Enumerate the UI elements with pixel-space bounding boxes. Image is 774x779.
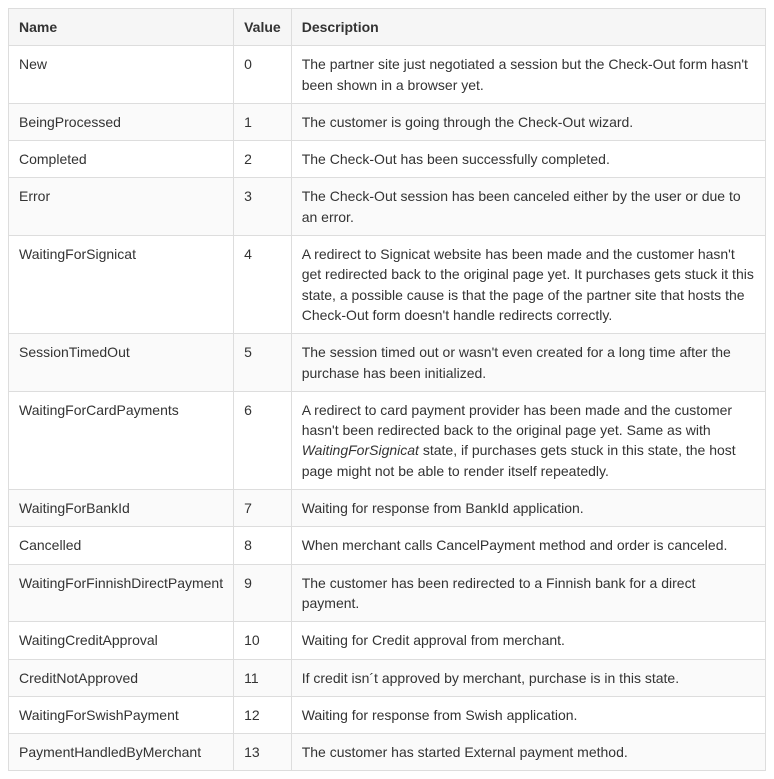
cell-name: WaitingForBankId xyxy=(9,490,234,527)
cell-value: 11 xyxy=(234,659,292,696)
cell-name: WaitingForCardPayments xyxy=(9,391,234,489)
cell-description: The customer has started External paymen… xyxy=(291,734,765,771)
cell-name: Error xyxy=(9,178,234,236)
col-header-description: Description xyxy=(291,9,765,46)
table-header-row: Name Value Description xyxy=(9,9,766,46)
table-row: BeingProcessed1The customer is going thr… xyxy=(9,103,766,140)
desc-text-em: WaitingForSignicat xyxy=(302,442,419,458)
table-row: WaitingCreditApproval10Waiting for Credi… xyxy=(9,622,766,659)
table-row: Error3The Check-Out session has been can… xyxy=(9,178,766,236)
cell-name: Cancelled xyxy=(9,527,234,564)
cell-description: Waiting for Credit approval from merchan… xyxy=(291,622,765,659)
cell-value: 10 xyxy=(234,622,292,659)
table-row: Cancelled8When merchant calls CancelPaym… xyxy=(9,527,766,564)
cell-description: Waiting for response from BankId applica… xyxy=(291,490,765,527)
cell-name: Completed xyxy=(9,141,234,178)
table-body: New0The partner site just negotiated a s… xyxy=(9,46,766,771)
cell-name: BeingProcessed xyxy=(9,103,234,140)
cell-value: 6 xyxy=(234,391,292,489)
cell-value: 0 xyxy=(234,46,292,104)
cell-value: 4 xyxy=(234,236,292,334)
col-header-name: Name xyxy=(9,9,234,46)
cell-name: New xyxy=(9,46,234,104)
cell-name: WaitingForSwishPayment xyxy=(9,696,234,733)
cell-value: 8 xyxy=(234,527,292,564)
cell-description: If credit isn´t approved by merchant, pu… xyxy=(291,659,765,696)
cell-description: The Check-Out has been successfully comp… xyxy=(291,141,765,178)
table-row: WaitingForCardPayments6 A redirect to car… xyxy=(9,391,766,489)
cell-name: WaitingForSignicat xyxy=(9,236,234,334)
cell-description: A redirect to card payment provider has … xyxy=(291,391,765,489)
table-row: SessionTimedOut5The session timed out or… xyxy=(9,334,766,392)
table-row: WaitingForFinnishDirectPayment9The custo… xyxy=(9,564,766,622)
cell-name: PaymentHandledByMerchant xyxy=(9,734,234,771)
table-row: WaitingForBankId7Waiting for response fr… xyxy=(9,490,766,527)
table-row: WaitingForSignicat4A redirect to Signica… xyxy=(9,236,766,334)
cell-value: 5 xyxy=(234,334,292,392)
table-row: CreditNotApproved11If credit isn´t appro… xyxy=(9,659,766,696)
cell-value: 12 xyxy=(234,696,292,733)
cell-value: 3 xyxy=(234,178,292,236)
cell-name: SessionTimedOut xyxy=(9,334,234,392)
cell-name: WaitingCreditApproval xyxy=(9,622,234,659)
cell-description: Waiting for response from Swish applicat… xyxy=(291,696,765,733)
cell-description: The Check-Out session has been canceled … xyxy=(291,178,765,236)
cell-description: When merchant calls CancelPayment method… xyxy=(291,527,765,564)
table-row: Completed2The Check-Out has been success… xyxy=(9,141,766,178)
col-header-value: Value xyxy=(234,9,292,46)
cell-value: 1 xyxy=(234,103,292,140)
desc-text-pre: A redirect to card payment provider has … xyxy=(302,402,732,438)
status-table: Name Value Description New0The partner s… xyxy=(8,8,766,771)
cell-name: WaitingForFinnishDirectPayment xyxy=(9,564,234,622)
cell-description: The customer has been redirected to a Fi… xyxy=(291,564,765,622)
table-row: PaymentHandledByMerchant13The customer h… xyxy=(9,734,766,771)
cell-value: 13 xyxy=(234,734,292,771)
cell-description: A redirect to Signicat website has been … xyxy=(291,236,765,334)
cell-description: The session timed out or wasn't even cre… xyxy=(291,334,765,392)
cell-description: The customer is going through the Check-… xyxy=(291,103,765,140)
cell-value: 2 xyxy=(234,141,292,178)
table-row: WaitingForSwishPayment12Waiting for resp… xyxy=(9,696,766,733)
cell-description: The partner site just negotiated a sessi… xyxy=(291,46,765,104)
table-row: New0The partner site just negotiated a s… xyxy=(9,46,766,104)
cell-name: CreditNotApproved xyxy=(9,659,234,696)
cell-value: 7 xyxy=(234,490,292,527)
cell-value: 9 xyxy=(234,564,292,622)
